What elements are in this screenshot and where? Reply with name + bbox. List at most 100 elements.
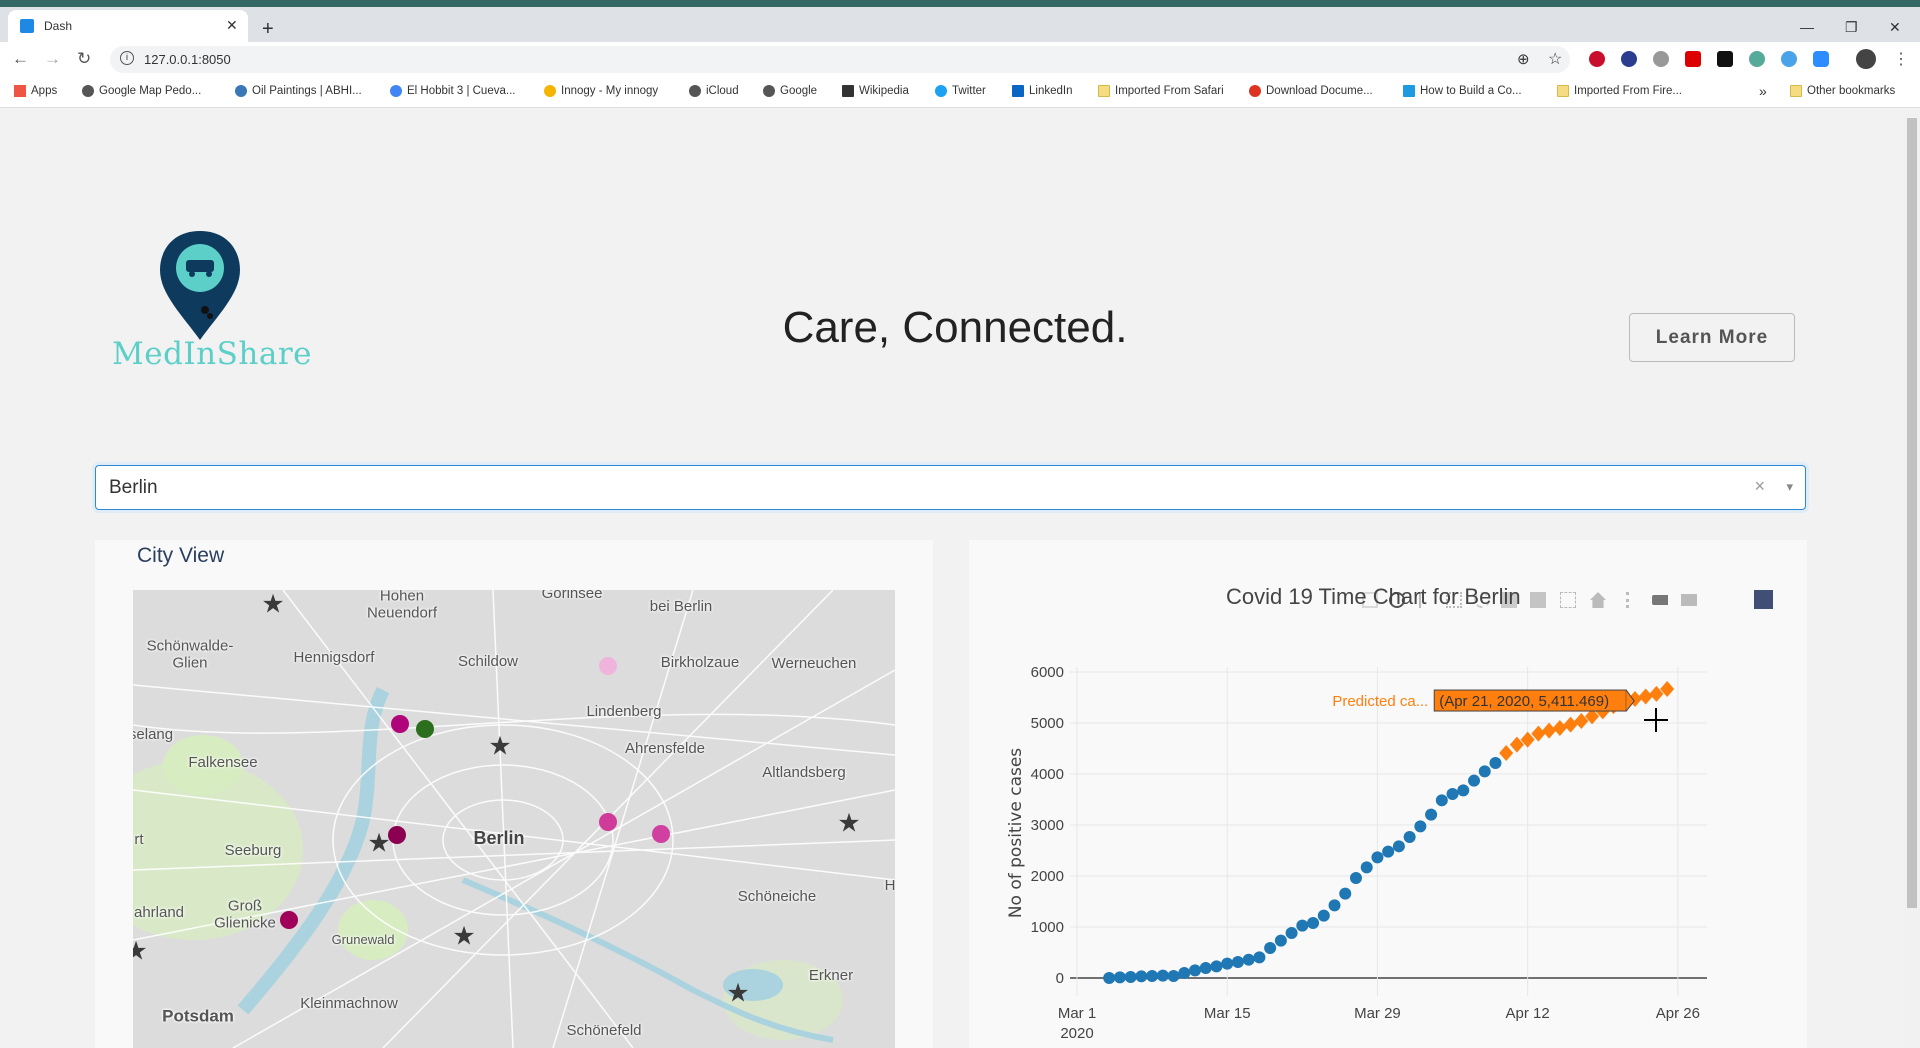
dash-favicon-icon — [20, 19, 34, 33]
zoom-icon[interactable]: ⊕ — [1517, 51, 1530, 68]
pan-icon[interactable] — [1419, 592, 1427, 608]
bookmark-item[interactable]: Download Docume... — [1249, 85, 1373, 97]
new-tab-button[interactable]: + — [262, 18, 274, 40]
city-view-card: City View Hohen Neuendorf Gorinsee bei B… — [95, 540, 933, 1048]
bookmark-item[interactable]: iCloud — [689, 85, 739, 97]
other-bookmarks-folder[interactable]: Other bookmarks — [1790, 85, 1895, 97]
bookmark-folder[interactable]: Imported From Safari — [1098, 85, 1224, 97]
star-marker-icon[interactable]: ★ — [488, 730, 512, 761]
minimize-button[interactable]: — — [1800, 19, 1814, 35]
predicted-case-point — [1499, 744, 1514, 761]
map-label-berlin: Berlin — [473, 828, 525, 849]
bookmark-item[interactable]: Oil Paintings | ABHI... — [235, 85, 362, 97]
star-marker-icon[interactable]: ★ — [726, 977, 750, 1008]
globe-extension-icon[interactable] — [1749, 51, 1765, 67]
address-bar-row: ← → ↻ i 127.0.0.1:8050 ⊕ ☆ ⋮ — [0, 42, 1920, 76]
city-map[interactable]: Hohen Neuendorf Gorinsee bei Berlin Schö… — [133, 590, 895, 1048]
zoom-extension-icon[interactable] — [1813, 51, 1829, 67]
camera-icon[interactable] — [1362, 592, 1378, 608]
reload-icon[interactable]: ↻ — [77, 49, 92, 68]
url-text: 127.0.0.1:8050 — [144, 52, 231, 67]
info-icon[interactable]: i — [120, 51, 134, 65]
actual-case-point — [1339, 887, 1352, 900]
predicted-case-point — [1542, 722, 1557, 739]
covid-time-chart[interactable]: 0 1000 2000 3000 4000 5000 6000 Mar 1 Mar 15 Mar … — [969, 540, 1807, 1048]
map-label: Altlandsberg — [762, 763, 846, 781]
star-marker-icon[interactable]: ★ — [261, 590, 285, 619]
extension-flag-icon[interactable] — [1621, 51, 1637, 67]
star-marker-icon[interactable]: ★ — [367, 827, 391, 858]
close-window-button[interactable]: ✕ — [1889, 19, 1901, 35]
actual-case-point — [1489, 756, 1502, 769]
menu-icon[interactable]: ⋮ — [1893, 51, 1909, 68]
map-point[interactable] — [391, 715, 409, 733]
tab-dash[interactable]: Dash ✕ — [8, 10, 248, 42]
map-label: Schildow — [457, 652, 519, 670]
dropdown-value: Berlin — [109, 477, 158, 498]
y-tick-label: 2000 — [1031, 868, 1064, 885]
map-label: Erkner — [808, 966, 854, 984]
map-point[interactable] — [416, 720, 434, 738]
cloud-extension-icon[interactable] — [1653, 51, 1669, 67]
forward-icon[interactable]: → — [44, 49, 61, 68]
map-point[interactable] — [652, 825, 670, 843]
map-label: Schönefeld — [566, 1021, 642, 1039]
bookmark-item[interactable]: Innogy - My innogy — [544, 85, 658, 97]
map-label: Grunewald — [331, 931, 395, 947]
map-point[interactable] — [599, 657, 617, 675]
city-dropdown[interactable]: Berlin × ▾ — [95, 465, 1806, 510]
page-scrollbar[interactable] — [1904, 110, 1920, 1048]
bookmark-item[interactable]: LinkedIn — [1012, 85, 1072, 97]
bookmark-item[interactable]: Google — [763, 85, 817, 97]
autoscale-icon[interactable] — [1560, 592, 1576, 608]
box-select-icon[interactable] — [1446, 592, 1462, 608]
scrollbar-thumb[interactable] — [1907, 118, 1917, 908]
learn-more-button[interactable]: Learn More — [1629, 313, 1795, 362]
map-point[interactable] — [599, 813, 617, 831]
bookmark-item[interactable]: Twitter — [935, 85, 986, 97]
zoom-icon[interactable] — [1389, 592, 1405, 608]
hover-closest-icon[interactable] — [1652, 595, 1668, 605]
drop-extension-icon[interactable] — [1781, 51, 1797, 67]
restore-button[interactable]: ❐ — [1845, 19, 1858, 35]
back-icon[interactable]: ← — [12, 49, 29, 68]
map-label: H — [884, 876, 895, 894]
bookmark-item[interactable]: How to Build a Co... — [1403, 85, 1522, 97]
profile-avatar[interactable] — [1856, 49, 1876, 69]
map-label: rt — [134, 830, 144, 848]
zoom-in-icon[interactable] — [1501, 592, 1517, 608]
bookmark-label: How to Build a Co... — [1420, 85, 1522, 97]
chevron-down-icon[interactable]: ▾ — [1786, 479, 1793, 494]
zoom-out-icon[interactable] — [1530, 592, 1546, 608]
y-tick-label: 0 — [1056, 970, 1064, 987]
lasso-icon[interactable] — [1474, 592, 1490, 608]
bookmark-item[interactable]: Wikipedia — [842, 85, 909, 97]
map-point[interactable] — [280, 911, 298, 929]
clear-icon[interactable]: × — [1754, 476, 1765, 496]
url-bar[interactable]: i 127.0.0.1:8050 ⊕ ☆ — [110, 46, 1570, 73]
x-tick-label: Apr 26 — [1656, 1005, 1700, 1022]
extension-icon[interactable] — [1717, 51, 1733, 67]
bookmark-item[interactable]: Google Map Pedo... — [82, 85, 201, 97]
close-tab-icon[interactable]: ✕ — [226, 17, 238, 33]
bookmark-star-icon[interactable]: ☆ — [1548, 51, 1563, 68]
actual-case-point — [1307, 917, 1320, 930]
spike-lines-icon[interactable] — [1626, 592, 1630, 608]
home-icon[interactable] — [1590, 592, 1606, 608]
bookmark-folder[interactable]: Imported From Fire... — [1557, 85, 1682, 97]
actual-case-point — [1457, 784, 1470, 797]
star-marker-icon[interactable]: ★ — [452, 920, 476, 951]
adblock-extension-icon[interactable] — [1589, 51, 1605, 67]
star-marker-icon[interactable]: ★ — [133, 935, 148, 966]
bookmark-item[interactable]: El Hobbit 3 | Cueva... — [390, 85, 515, 97]
shield-extension-icon[interactable] — [1685, 51, 1701, 67]
more-bookmarks-button[interactable]: » — [1759, 83, 1767, 99]
map-point[interactable] — [388, 826, 406, 844]
hover-compare-icon[interactable] — [1681, 594, 1697, 606]
star-marker-icon[interactable]: ★ — [837, 807, 861, 838]
x-tick-label: Mar 29 — [1354, 1005, 1401, 1022]
actual-case-point — [1189, 964, 1202, 977]
plotly-logo-icon[interactable] — [1754, 590, 1773, 609]
bookmark-label: Imported From Safari — [1115, 85, 1224, 97]
bookmark-apps[interactable]: Apps — [14, 85, 57, 97]
